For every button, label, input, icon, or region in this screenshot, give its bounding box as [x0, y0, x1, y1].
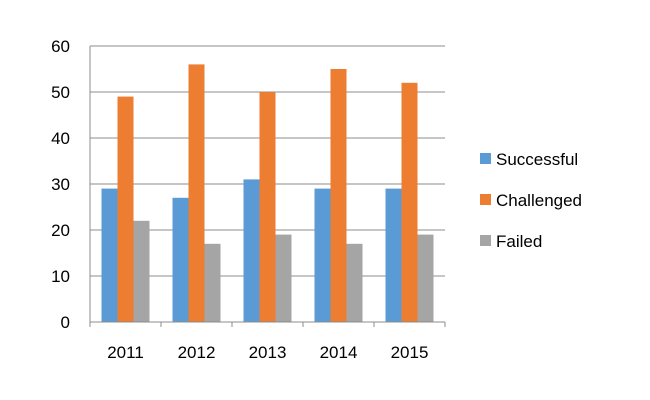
legend-label-successful: Successful	[496, 150, 578, 169]
x-tick-label: 2011	[107, 343, 144, 362]
x-tick-label: 2015	[391, 343, 429, 362]
legend-swatch-successful	[480, 153, 491, 164]
y-tick-label: 10	[51, 267, 70, 286]
bar-failed-2014	[346, 243, 363, 322]
y-tick-label: 50	[51, 83, 70, 102]
y-tick-label: 30	[51, 175, 70, 194]
y-tick-label: 60	[51, 37, 70, 56]
bar-successful-2015	[385, 188, 402, 322]
bars	[101, 64, 434, 323]
bar-challenged-2013	[259, 92, 276, 322]
x-tick-label: 2012	[178, 343, 216, 362]
bar-failed-2015	[417, 234, 434, 322]
y-tick-label: 0	[61, 313, 70, 332]
x-tick-label: 2013	[249, 343, 287, 362]
legend-swatch-challenged	[480, 194, 491, 205]
bar-failed-2011	[133, 220, 150, 322]
y-tick-labels: 0 10 20 30 40 50 60	[51, 37, 70, 332]
bar-failed-2012	[204, 243, 221, 322]
x-tick-labels: 2011 2012 2013 2014 2015	[107, 343, 428, 362]
bar-failed-2013	[275, 234, 292, 322]
legend-label-challenged: Challenged	[496, 191, 582, 210]
bar-successful-2014	[314, 188, 331, 322]
y-tick-label: 40	[51, 129, 70, 148]
axes	[89, 46, 446, 327]
bar-successful-2011	[101, 188, 118, 322]
legend-label-failed: Failed	[496, 232, 542, 251]
bar-challenged-2011	[117, 96, 134, 322]
legend-swatch-failed	[480, 235, 491, 246]
x-tick-label: 2014	[320, 343, 358, 362]
bar-challenged-2014	[330, 69, 347, 322]
bar-successful-2013	[243, 179, 260, 322]
y-tick-label: 20	[51, 221, 70, 240]
legend: Successful Challenged Failed	[480, 150, 582, 251]
bar-challenged-2012	[188, 64, 205, 323]
bar-successful-2012	[172, 197, 189, 322]
bar-challenged-2015	[401, 82, 418, 322]
